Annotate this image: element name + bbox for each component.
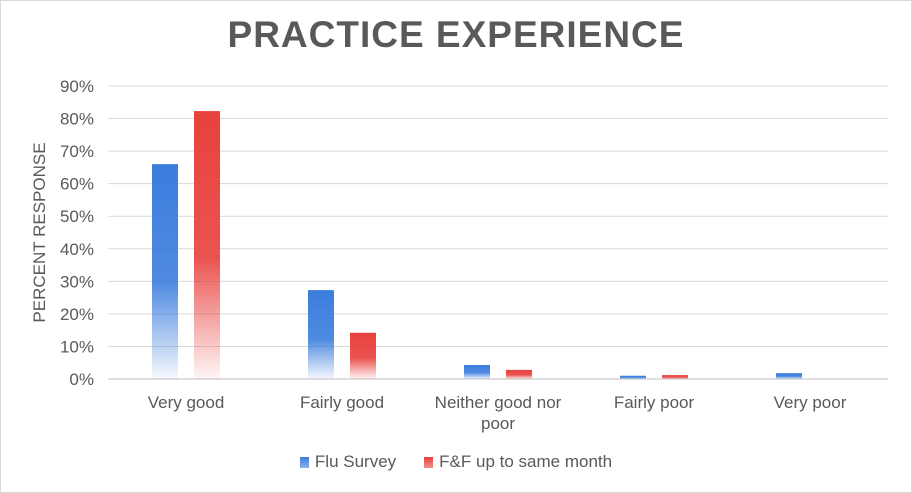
legend-item-ff: F&F up to same month xyxy=(424,452,612,472)
y-tick-label: 0% xyxy=(69,370,94,389)
y-tick-label: 60% xyxy=(60,175,94,194)
bar-ff-3 xyxy=(662,375,688,379)
bar-flu-survey-1 xyxy=(308,290,334,379)
y-tick-label: 30% xyxy=(60,272,94,291)
y-tick-label: 10% xyxy=(60,337,94,356)
bar-ff-2 xyxy=(506,369,532,379)
bar-flu-survey-4 xyxy=(776,373,802,379)
y-axis-title: PERCENT RESPONSE xyxy=(30,142,49,322)
y-tick-label: 40% xyxy=(60,240,94,259)
axis: 0% 10% 20% 30% 40% 50% 60% 70% 80% 90% PERCENT RES… xyxy=(30,77,847,433)
y-tick-label: 70% xyxy=(60,142,94,161)
legend-label-ff: F&F up to same month xyxy=(439,452,613,471)
legend: Flu Survey F&F up to same month xyxy=(0,452,912,472)
x-tick-label: Very poor xyxy=(774,393,847,412)
legend-swatch-ff xyxy=(424,456,434,468)
gridlines xyxy=(108,85,888,380)
bar-flu-survey-0 xyxy=(152,164,178,379)
bar-ff-1 xyxy=(350,332,376,379)
chart-title: PRACTICE EXPERIENCE xyxy=(227,14,685,55)
legend-swatch-flu-survey xyxy=(299,456,309,468)
y-tick-label: 20% xyxy=(60,305,94,324)
x-tick-label: Very good xyxy=(148,393,225,412)
bars xyxy=(152,111,802,379)
bar-ff-0 xyxy=(194,111,220,379)
y-tick-label: 80% xyxy=(60,110,94,129)
legend-item-flu-survey: Flu Survey xyxy=(299,452,397,472)
bar-flu-survey-3 xyxy=(620,375,646,379)
x-tick-label: Fairly good xyxy=(300,393,384,412)
y-tick-label: 90% xyxy=(60,77,94,96)
y-tick-label: 50% xyxy=(60,207,94,226)
bar-flu-survey-2 xyxy=(464,365,490,379)
legend-label-flu-survey: Flu Survey xyxy=(314,452,397,471)
x-tick-label: Neither good nor poor xyxy=(435,393,562,433)
x-tick-label: Fairly poor xyxy=(614,393,695,412)
